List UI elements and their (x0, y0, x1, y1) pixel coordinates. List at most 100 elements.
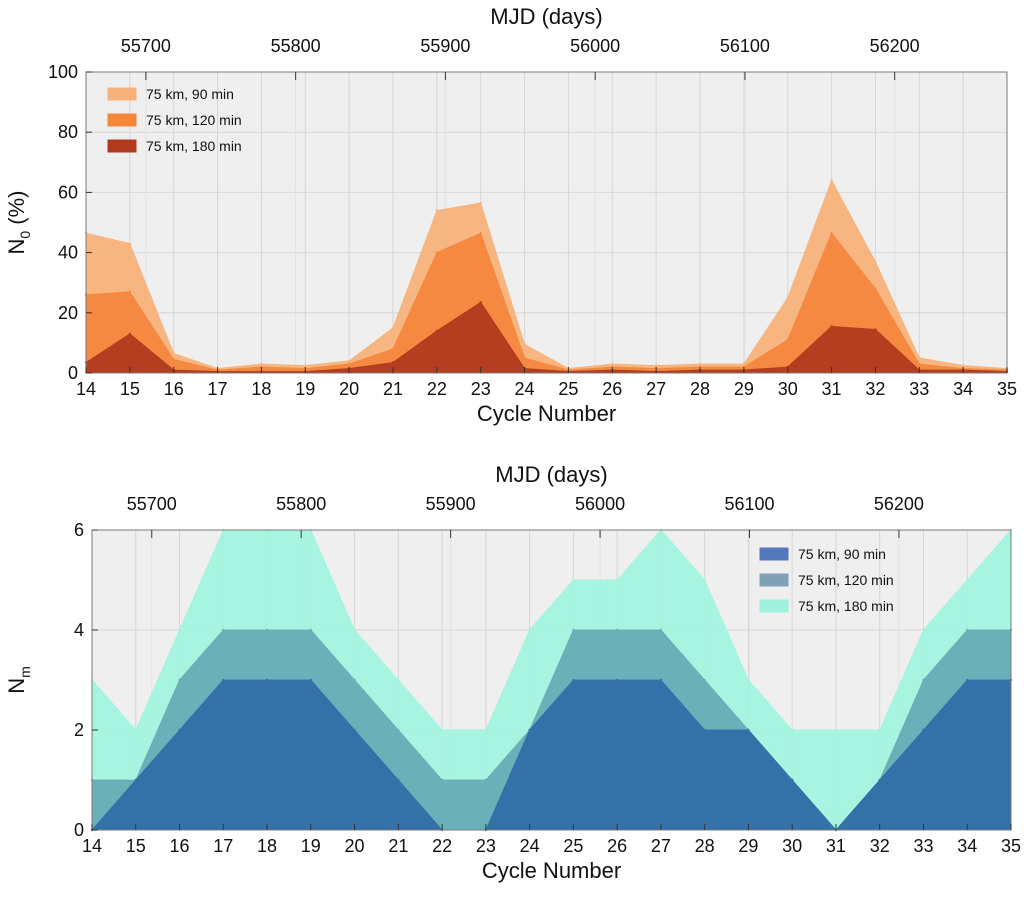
x-tick-label: 26 (602, 379, 622, 399)
data-point (178, 678, 181, 682)
mjd-tick-label: 55700 (127, 494, 177, 514)
data-point (353, 728, 356, 732)
legend-swatch (759, 599, 789, 613)
data-point (347, 362, 351, 366)
data-point (615, 578, 619, 582)
x-tick-label: 21 (383, 379, 403, 399)
data-point (397, 678, 400, 682)
data-point (830, 325, 833, 328)
x-tick-label: 20 (339, 379, 359, 399)
x-tick-label: 30 (778, 379, 798, 399)
data-point (611, 365, 614, 369)
data-point (786, 338, 789, 342)
x-tick-label: 28 (695, 836, 715, 856)
y-axis-title: Nm (4, 666, 33, 694)
data-point (966, 628, 969, 632)
x-tick-label: 15 (120, 379, 140, 399)
mjd-tick-label: 56100 (724, 494, 774, 514)
x-tick-label: 27 (646, 379, 666, 399)
data-point (178, 728, 181, 732)
data-point (572, 678, 575, 682)
x-tick-label: 16 (164, 379, 184, 399)
x-tick-label: 19 (301, 836, 321, 856)
x-tick-label: 18 (257, 836, 277, 856)
data-point (698, 362, 702, 366)
x-tick-label: 26 (607, 836, 627, 856)
data-point (922, 678, 925, 682)
x-tick-label: 33 (909, 379, 929, 399)
data-point (961, 364, 965, 367)
data-point (918, 362, 921, 366)
data-point (790, 778, 794, 782)
data-point (128, 332, 132, 336)
y-tick-label: 0 (74, 820, 84, 840)
x-tick-label: 32 (865, 379, 885, 399)
x-tick-label: 30 (782, 836, 802, 856)
data-point (786, 365, 789, 369)
data-point (878, 778, 881, 782)
data-point (309, 678, 313, 682)
data-point (830, 231, 833, 235)
legend-swatch (759, 547, 789, 561)
data-point (878, 728, 881, 732)
data-point (391, 347, 395, 351)
data-point (128, 290, 132, 293)
data-point (353, 628, 356, 632)
legend-swatch (759, 573, 789, 587)
legend-label: 75 km, 180 min (798, 598, 894, 614)
x-tick-label: 23 (471, 379, 491, 399)
y-tick-label: 100 (48, 62, 78, 82)
x-tick-label: 20 (345, 836, 365, 856)
x-tick-label: 23 (476, 836, 496, 856)
data-point (786, 296, 789, 299)
data-point (922, 728, 925, 732)
y-axis-title-main: N (4, 678, 29, 694)
top-axis-title: MJD (days) (495, 462, 607, 487)
y-axis-title-sub: 0 (17, 231, 33, 239)
legend: 75 km, 90 min 75 km, 120 min 75 km, 180 mi… (759, 546, 894, 614)
y-tick-label: 60 (58, 182, 78, 202)
x-tick-label: 35 (997, 379, 1017, 399)
data-point (172, 352, 175, 355)
x-tick-label: 28 (690, 379, 710, 399)
y-axis-title-sub: m (17, 666, 33, 678)
data-point (178, 628, 181, 632)
mjd-tick-label: 56000 (570, 36, 620, 56)
data-point (918, 356, 921, 360)
y-tick-label: 4 (74, 620, 84, 640)
x-tick-label: 21 (388, 836, 408, 856)
data-point (572, 578, 575, 582)
y-tick-label: 40 (58, 243, 78, 263)
data-point (479, 201, 482, 205)
data-point (528, 728, 531, 732)
x-tick-label: 15 (126, 836, 146, 856)
legend: 75 km, 90 min 75 km, 120 min 75 km, 180 mi… (107, 86, 242, 154)
data-point (747, 678, 750, 682)
x-tick-label: 18 (251, 379, 271, 399)
data-point (134, 778, 137, 782)
legend-label: 75 km, 120 min (798, 572, 894, 588)
y-tick-label: 80 (58, 122, 78, 142)
legend-swatch (107, 113, 137, 127)
y-tick-label: 0 (68, 363, 78, 383)
data-point (484, 778, 488, 782)
x-tick-label: 24 (515, 379, 535, 399)
y-axis-title-suffix: (%) (4, 190, 29, 230)
data-point (703, 728, 706, 732)
y-tick-label: 6 (74, 520, 84, 540)
data-point (435, 251, 439, 254)
legend-label: 75 km, 120 min (146, 112, 242, 128)
data-point (742, 362, 746, 366)
data-point (659, 628, 663, 632)
plot-frame (85, 71, 1008, 374)
x-tick-label: 33 (913, 836, 933, 856)
x-axis-title: Cycle Number (482, 858, 621, 883)
data-point (874, 287, 877, 290)
data-point (615, 628, 619, 632)
data-point (435, 209, 439, 212)
x-tick-label: 25 (563, 836, 583, 856)
data-point (397, 778, 400, 782)
mjd-tick-label: 56200 (870, 36, 920, 56)
